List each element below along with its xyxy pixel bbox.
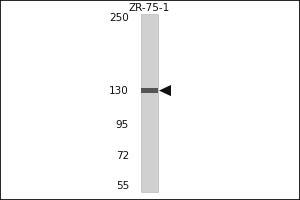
- Text: 55: 55: [116, 181, 129, 191]
- Text: 250: 250: [109, 13, 129, 23]
- Polygon shape: [159, 85, 171, 96]
- Text: 130: 130: [109, 86, 129, 96]
- Bar: [141, 14, 158, 192]
- Text: 72: 72: [116, 151, 129, 161]
- Text: ZR-75-1: ZR-75-1: [129, 3, 170, 13]
- Bar: [141, 88, 158, 93]
- Text: 95: 95: [116, 120, 129, 130]
